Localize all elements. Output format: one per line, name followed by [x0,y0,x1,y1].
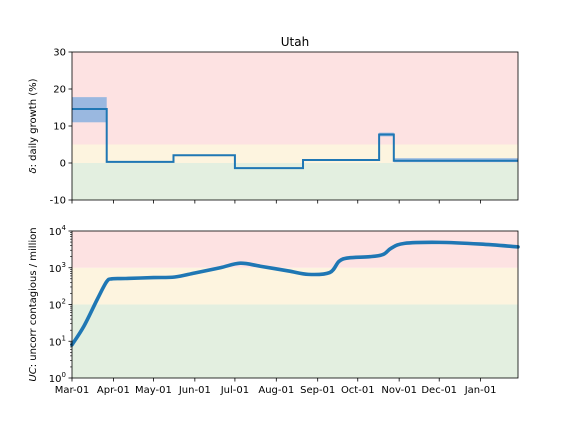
x-tick-label: Oct-01 [341,385,375,396]
contagious-y-tick-label: 104 [49,224,67,238]
contagious-y-ticks: 100 101 102 103 104 [49,224,72,385]
x-tick-label: Apr-01 [97,385,130,396]
contagious-y-axis-label: UC: uncorr contagious / million [28,227,39,381]
growth-bands [72,52,518,200]
contagious-series [70,240,520,347]
contagious-y-tick-label: 102 [49,298,66,312]
growth-y-text: : daily growth (%) [28,78,39,167]
growth-x-ticks [71,200,482,204]
contagious-band-2 [72,231,518,268]
contagious-y-text: : uncorr contagious / million [28,227,39,367]
growth-axes-frame [71,51,519,201]
x-tick-label: Jul-01 [220,385,249,396]
growth-series [72,107,518,170]
contagious-panel: 100 101 102 103 104 Mar-01 Apr-01 May-01 Jun-01… [28,224,520,396]
growth-y-tick-label: 0 [60,159,66,170]
contagious-line [70,240,520,347]
contagious-y-tick-label: 100 [49,371,66,385]
x-tick-label: Aug-01 [258,385,294,396]
growth-y-tick-label: 20 [53,85,66,96]
chart-title: Utah [281,35,309,49]
growth-y-axis-label: δ: daily growth (%) [28,78,39,173]
growth-y-ticks: -10 0 10 20 30 [50,48,72,207]
contagious-x-ticks: Mar-01 Apr-01 May-01 Jun-01 Jul-01 Aug-01 Sep-… [55,378,497,396]
contagious-bands [72,231,518,378]
growth-y-symbol: δ [28,167,39,173]
growth-y-tick-label: -10 [50,196,66,207]
x-tick-label: Mar-01 [55,385,90,396]
contagious-axes-frame [71,230,519,379]
x-tick-label: Nov-01 [381,385,417,396]
x-tick-label: Jun-01 [178,385,211,396]
growth-band-2 [72,52,518,145]
x-tick-label: Dec-01 [421,385,457,396]
contagious-y-tick-label: 103 [49,261,66,275]
growth-y-tick-label: 10 [53,122,66,133]
contagious-y-symbol: UC [28,367,39,381]
x-tick-label: Sep-01 [300,385,335,396]
contagious-band-0 [72,304,518,378]
growth-y-tick-label: 30 [53,48,66,59]
growth-step-line [72,107,518,170]
contagious-y-tick-label: 101 [49,334,66,348]
x-tick-label: May-01 [135,385,172,396]
x-tick-label: Jan-01 [464,385,497,396]
growth-panel: -10 0 10 20 30 Utah δ: daily growth (%) [28,35,519,207]
